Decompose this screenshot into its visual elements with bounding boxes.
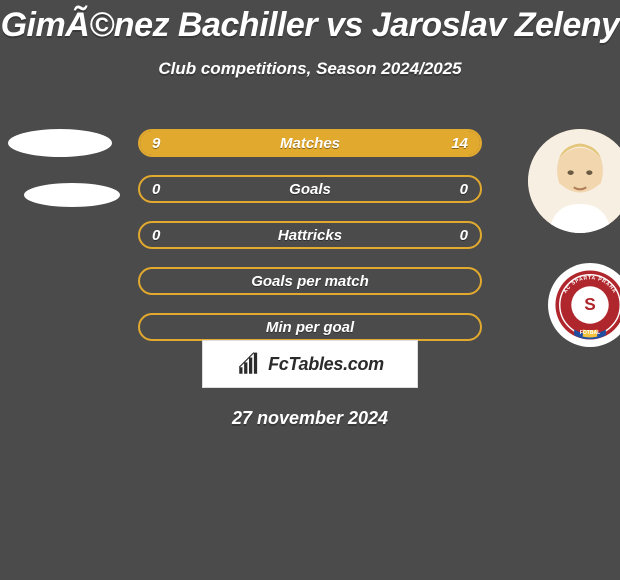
left-player-photo-placeholder — [8, 129, 112, 157]
stat-bar-label: Matches — [140, 131, 480, 155]
stat-bar-left-value: 0 — [152, 177, 160, 201]
comparison-subtitle: Club competitions, Season 2024/2025 — [0, 59, 620, 79]
club-badge-icon: S AC SPARTA PRAHA FOTBAL — [554, 269, 620, 341]
stat-bar-right-value: 0 — [460, 177, 468, 201]
stat-bar: Matches9 14 — [138, 129, 482, 157]
stat-bar: Hattricks0 0 — [138, 221, 482, 249]
brand-bar-chart-icon — [236, 351, 262, 377]
right-player-photo — [528, 129, 620, 233]
stat-bar-right-value: 14 — [451, 131, 468, 155]
stat-bar-label: Goals — [140, 177, 480, 201]
stat-bar: Min per goal — [138, 313, 482, 341]
comparison-date: 27 november 2024 — [0, 408, 620, 429]
right-player-club-badge: S AC SPARTA PRAHA FOTBAL — [548, 263, 620, 347]
stat-bar-right-value: 0 — [460, 223, 468, 247]
stat-bar-left-value: 0 — [152, 223, 160, 247]
stat-bar-label: Hattricks — [140, 223, 480, 247]
stat-bar-left-value: 9 — [152, 131, 160, 155]
brand-name: FcTables.com — [268, 354, 384, 375]
stat-bar-label: Goals per match — [140, 269, 480, 293]
svg-text:FOTBAL: FOTBAL — [580, 330, 600, 336]
comparison-title: GimÃ©nez Bachiller vs Jaroslav Zeleny — [0, 0, 620, 45]
stat-bar-label: Min per goal — [140, 315, 480, 339]
brand-footer: FcTables.com — [202, 340, 418, 388]
player-face-icon — [528, 129, 620, 233]
left-player-club-placeholder — [24, 183, 120, 207]
stat-bar: Goals0 0 — [138, 175, 482, 203]
svg-text:S: S — [584, 294, 596, 314]
stat-bar: Goals per match — [138, 267, 482, 295]
stat-bars: Matches914Goals00Hattricks00Goals per ma… — [138, 129, 482, 359]
